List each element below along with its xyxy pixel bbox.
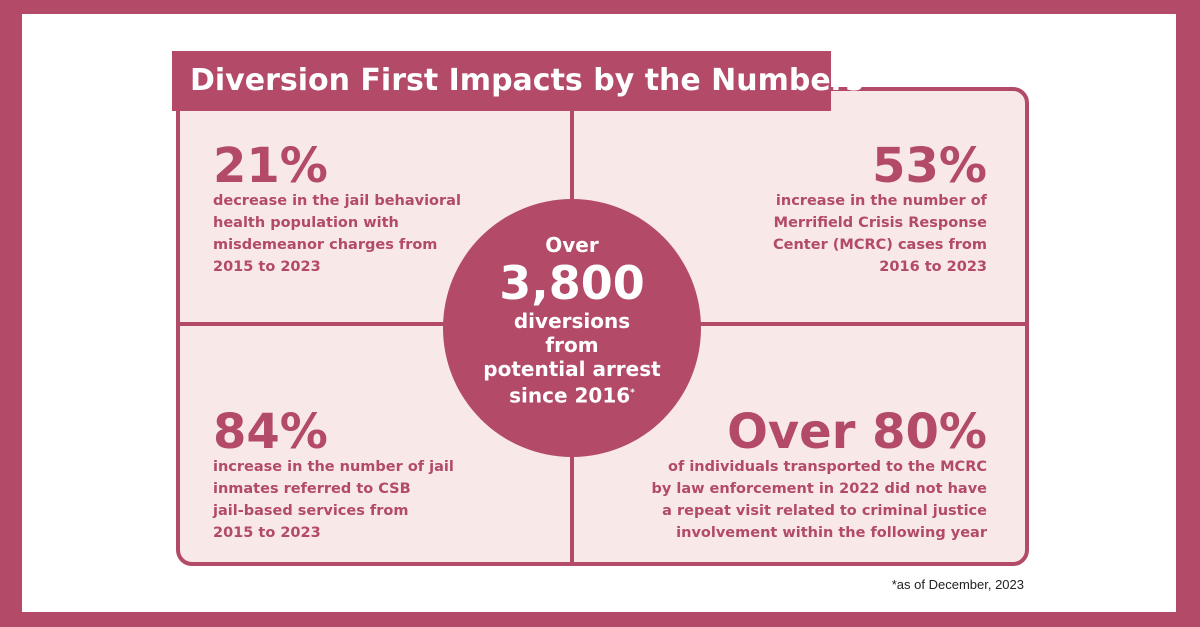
stat-desc-line: 2015 to 2023 xyxy=(213,259,321,275)
stat-desc-line: of individuals transported to the MCRC xyxy=(668,459,987,475)
center-line: from xyxy=(545,333,599,357)
stat-value: Over 80% xyxy=(727,404,987,460)
stat-desc-line: misdemeanor charges from xyxy=(213,237,438,253)
center-line-text: since 2016 xyxy=(509,383,631,408)
stat-desc-line: health population with xyxy=(213,215,399,231)
stat-desc-line: Merrifield Crisis Response xyxy=(773,215,987,231)
stat-desc-line: increase in the number of xyxy=(775,193,987,209)
center-circle: Over 3,800 diversions from potential arr… xyxy=(443,199,701,457)
stat-desc-line: involvement within the following year xyxy=(676,525,987,541)
stat-value: 21% xyxy=(213,138,328,194)
stat-value: 53% xyxy=(872,138,987,194)
center-line-last: since 2016* xyxy=(443,381,701,408)
stat-top-left: 21% decrease in the jail behavioral heal… xyxy=(213,142,513,278)
stat-desc-line: inmates referred to CSB xyxy=(213,481,411,497)
stat-bottom-right: Over 80% of individuals transported to t… xyxy=(567,408,987,544)
footnote: *as of December, 2023 xyxy=(891,577,1024,592)
center-line: potential arrest xyxy=(483,357,661,381)
stat-desc-line: 2015 to 2023 xyxy=(213,525,321,541)
stat-desc-line: a repeat visit related to criminal justi… xyxy=(662,503,987,519)
stat-bottom-left: 84% increase in the number of jail inmat… xyxy=(213,408,513,544)
page-title: Diversion First Impacts by the Numbers xyxy=(172,51,863,111)
stat-desc-line: decrease in the jail behavioral xyxy=(213,193,461,209)
stat-desc-line: by law enforcement in 2022 did not have xyxy=(651,481,987,497)
stat-top-right: 53% increase in the number of Merrifield… xyxy=(627,142,987,278)
stat-desc-line: increase in the number of jail xyxy=(213,459,454,475)
center-over-label: Over xyxy=(545,233,599,257)
stat-desc-line: 2016 to 2023 xyxy=(879,259,987,275)
center-number: 3,800 xyxy=(499,256,645,310)
center-line: diversions xyxy=(513,309,631,333)
stat-value: 84% xyxy=(213,404,328,460)
stat-desc-line: Center (MCRC) cases from xyxy=(773,237,987,253)
stat-desc-line: jail-based services from xyxy=(213,503,409,519)
footnote-mark: * xyxy=(630,388,635,398)
